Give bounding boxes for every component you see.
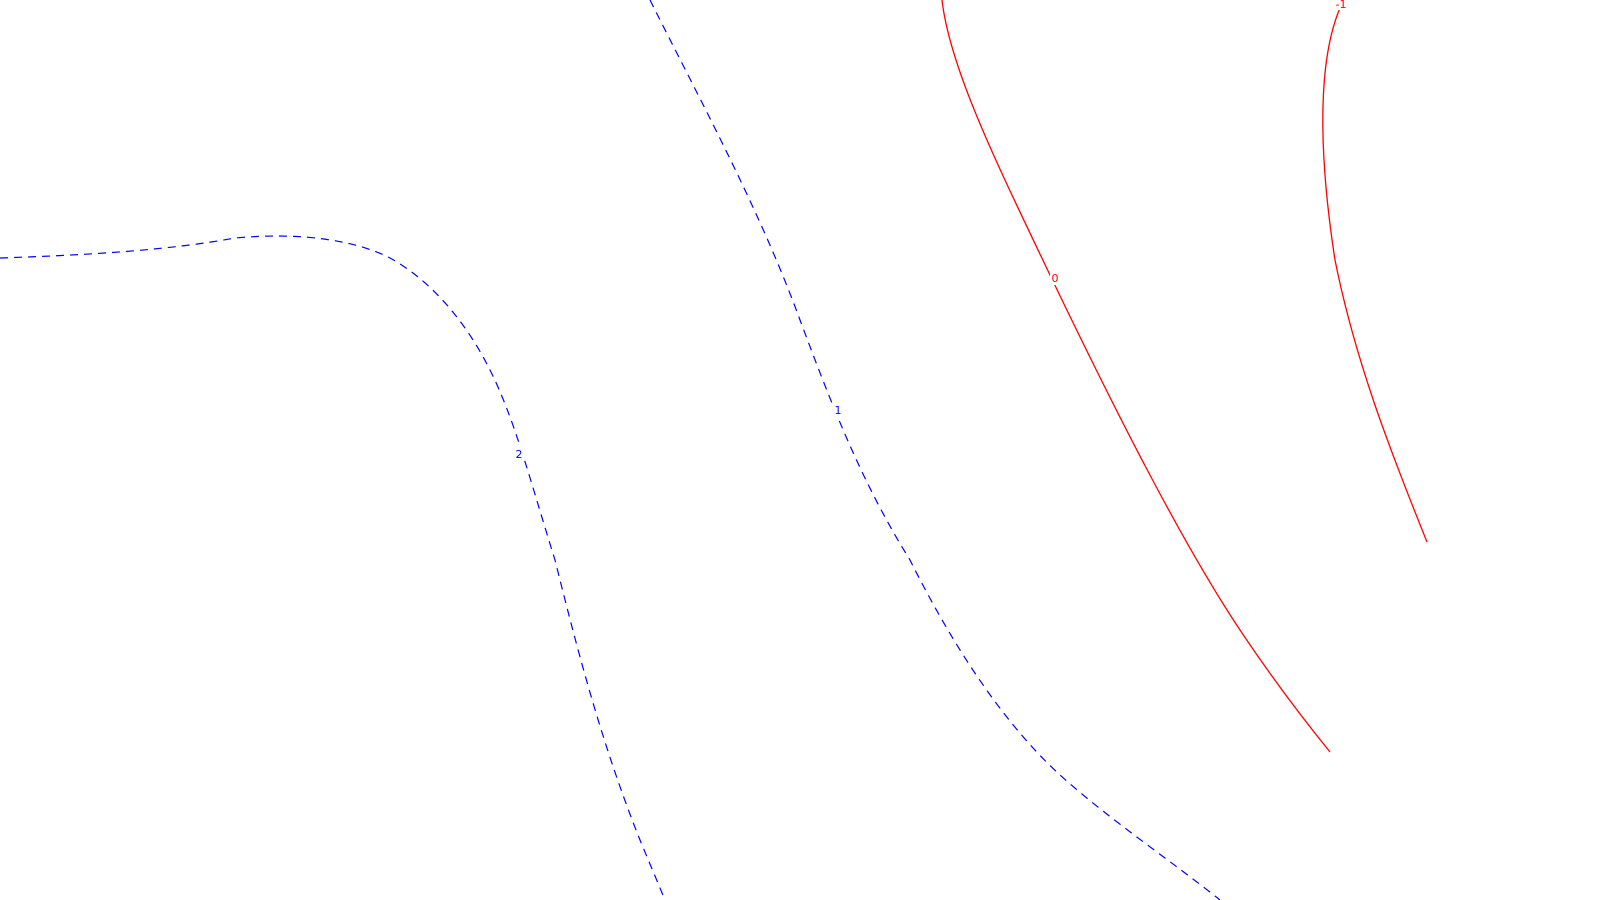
contour-label-bg-2	[514, 447, 524, 461]
contour-label-bg-neg1	[1333, 0, 1349, 10]
contour-label-1: 1	[835, 404, 842, 417]
contour-label-2: 2	[516, 448, 523, 461]
contour-label-neg1: -1	[1336, 0, 1347, 11]
contour-2: 2	[0, 235, 666, 900]
contour-0: 0	[941, 0, 1331, 753]
contour-label-bg-1	[833, 403, 843, 417]
contour-line-1	[649, 0, 1221, 900]
contour-1: 1	[649, 0, 1221, 900]
contour-line-2	[0, 235, 666, 900]
contour-neg1: -1	[1322, 0, 1428, 543]
contour-line-0	[941, 0, 1331, 753]
contour-label-bg-0	[1050, 271, 1060, 285]
contour-label-0: 0	[1052, 272, 1059, 285]
contour-line-neg1	[1322, 7, 1428, 543]
